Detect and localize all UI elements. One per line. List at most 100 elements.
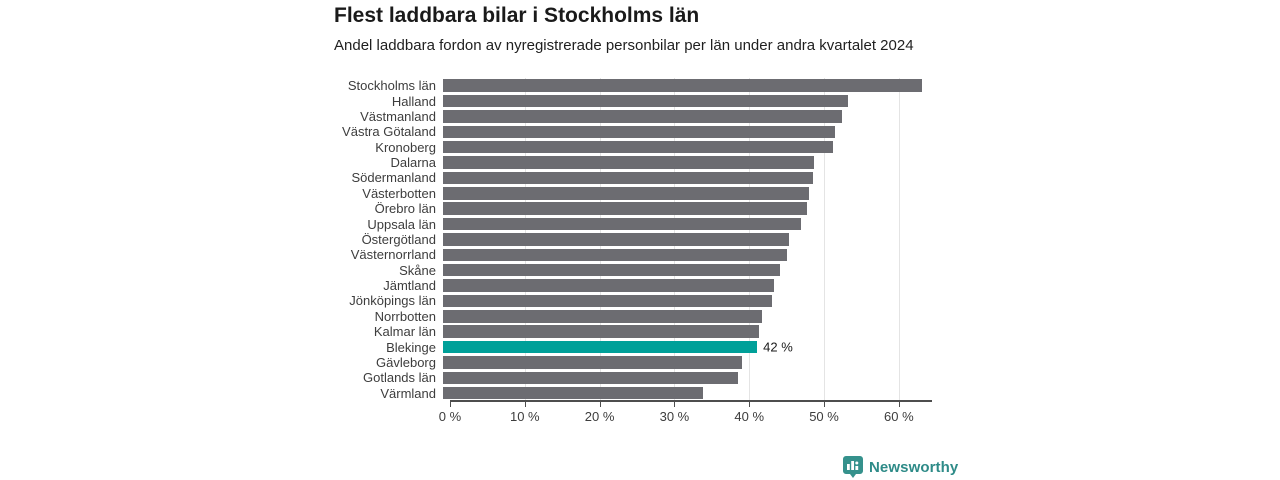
bar-track <box>443 171 924 185</box>
bar-value-label: 42 % <box>763 339 793 355</box>
bar <box>443 187 809 200</box>
chart-row: Östergötland <box>0 232 931 247</box>
category-label: Västra Götaland <box>342 124 436 140</box>
bar-track <box>443 202 924 215</box>
category-label: Kronoberg <box>375 139 436 155</box>
x-axis-tick <box>749 401 751 407</box>
chart-row: Gotlands län <box>0 370 931 385</box>
category-label: Blekinge <box>386 339 436 355</box>
bar-track <box>443 156 924 169</box>
bar <box>443 294 773 308</box>
chart-row: Dalarna <box>0 155 931 170</box>
bar-track <box>443 110 924 123</box>
bar <box>443 217 802 231</box>
chart-row: Uppsala län <box>0 216 931 232</box>
bar-track <box>443 310 924 323</box>
chart-row: Halland <box>0 93 931 109</box>
x-axis-tick <box>599 401 601 407</box>
bar-track <box>443 233 924 246</box>
bar-track <box>443 294 924 308</box>
bar-track <box>443 79 924 92</box>
x-axis-tick-label: 50 % <box>809 409 839 424</box>
brand-name: Newsworthy <box>869 458 959 476</box>
category-label: Norrbotten <box>374 308 436 324</box>
chart-row: Gävleborg <box>0 355 931 370</box>
category-label: Stockholms län <box>347 78 436 94</box>
x-axis-tick <box>450 401 451 407</box>
chart-title: Flest laddbara bilar i Stockholms län <box>334 4 700 27</box>
chart-row: Södermanland <box>0 170 931 185</box>
bar-track <box>443 386 924 400</box>
category-label: Jämtland <box>383 278 436 294</box>
chart-row: Västerbotten <box>0 186 931 201</box>
category-label: Västmanland <box>360 108 436 124</box>
chart-row: Kronoberg <box>0 140 931 155</box>
x-axis-tick-label: 10 % <box>509 409 540 424</box>
bar <box>443 248 788 262</box>
bar-track <box>443 94 924 108</box>
bar <box>443 202 807 215</box>
x-axis-tick <box>674 401 676 407</box>
chart-row: Västra Götaland <box>0 124 931 139</box>
chart-row: Jämtland <box>0 278 931 293</box>
category-label: Skåne <box>399 262 436 278</box>
chart-row: Kalmar län <box>0 324 931 339</box>
bar <box>443 325 760 338</box>
bar <box>443 371 739 385</box>
bar-track <box>443 187 924 200</box>
bar-track <box>443 248 924 262</box>
newsworthy-brand: Newsworthy <box>843 456 958 478</box>
bar <box>443 233 789 246</box>
category-label: Gävleborg <box>376 354 436 370</box>
chart-row: Örebro län <box>0 201 931 216</box>
gridline <box>824 78 826 401</box>
x-axis-tick <box>898 401 900 407</box>
category-label: Östergötland <box>361 231 436 247</box>
bar <box>443 171 813 185</box>
category-label: Västernorrland <box>350 247 436 263</box>
chart-row: Västmanland <box>0 109 931 124</box>
bar <box>443 279 775 292</box>
bar-track: 42 % <box>443 339 924 355</box>
bar-highlighted <box>443 340 758 354</box>
bar-chart-rows: Stockholms län Halland Västmanland Västra G… <box>0 78 931 401</box>
chart-row: Skåne <box>0 263 931 278</box>
bar-track <box>443 125 924 139</box>
chart-row: Värmland <box>0 386 931 401</box>
x-axis-tick <box>524 401 526 407</box>
category-label: Dalarna <box>390 155 436 171</box>
x-axis-tick-label: 60 % <box>884 409 914 424</box>
x-axis-tick <box>824 401 826 407</box>
bar <box>443 94 849 108</box>
bar <box>443 140 833 154</box>
category-label: Örebro län <box>374 201 436 217</box>
bar <box>443 263 780 277</box>
newsworthy-logo-icon <box>843 456 863 478</box>
bar-track <box>443 263 924 277</box>
x-axis-line <box>450 400 932 402</box>
gridline <box>898 78 900 401</box>
bar-track <box>443 371 924 385</box>
category-label: Uppsala län <box>367 216 436 232</box>
category-label: Halland <box>391 93 436 109</box>
category-label: Södermanland <box>351 170 436 186</box>
bar-track <box>443 279 924 292</box>
bar <box>443 156 815 169</box>
x-axis-tick-label: 0 % <box>438 409 462 424</box>
chart-row: Stockholms län <box>0 78 931 93</box>
bar-track <box>443 140 924 154</box>
bar-track <box>443 217 924 231</box>
bar <box>443 386 704 400</box>
category-label: Värmland <box>380 385 436 401</box>
chart-row: Västernorrland <box>0 247 931 262</box>
x-axis-tick-label: 20 % <box>584 409 615 424</box>
bar <box>443 125 835 139</box>
bar <box>443 79 922 92</box>
bar-track <box>443 356 924 369</box>
bar <box>443 356 743 369</box>
category-label: Gotlands län <box>363 370 436 386</box>
chart-row: Norrbotten <box>0 309 931 324</box>
category-label: Västerbotten <box>362 185 436 201</box>
chart-subtitle: Andel laddbara fordon av nyregistrerade … <box>334 37 914 54</box>
category-label: Kalmar län <box>373 324 436 340</box>
